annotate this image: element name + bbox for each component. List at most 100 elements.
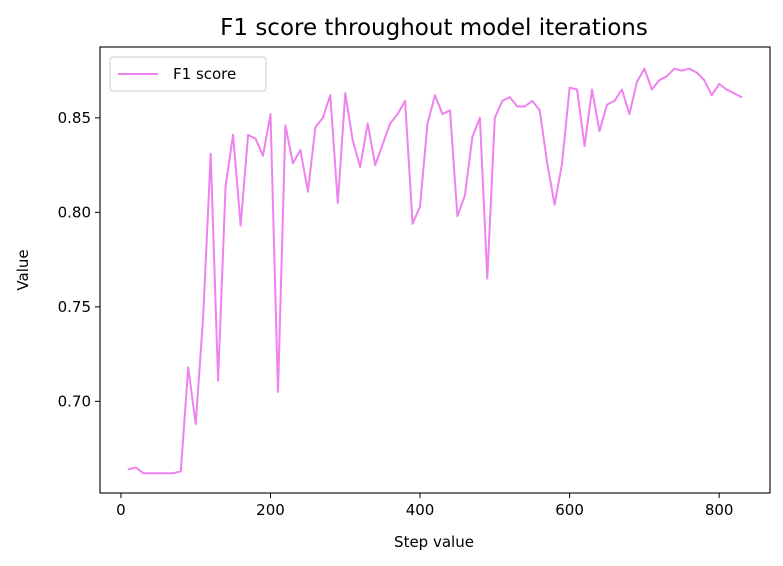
data-point [209,152,212,155]
data-point [127,468,130,471]
data-point [643,67,646,70]
data-point [194,423,197,425]
data-point [479,117,481,119]
data-point [142,472,145,475]
data-point [591,88,593,91]
x-tick-label: 200 [256,501,285,519]
data-point [135,466,137,469]
series-line-f1-score [128,67,743,475]
legend-label-f1-score: F1 score [173,65,236,83]
x-tick-label: 400 [406,501,435,519]
data-point [703,79,706,81]
chart-title: F1 score throughout model iterations [220,15,648,41]
data-point [292,162,294,165]
data-point [396,113,399,115]
y-tick-label: 0.85 [58,109,91,127]
data-point [411,222,414,225]
data-point [254,137,257,140]
data-point [359,166,362,168]
data-point [344,92,347,95]
data-point [449,109,451,112]
legend: F1 score [109,56,267,92]
x-axis: 0 200 400 600 800 [116,493,733,519]
data-point [321,117,324,119]
data-point [419,205,421,208]
data-point [336,202,339,204]
data-point [665,75,668,78]
data-point [553,203,556,206]
data-point [561,162,563,165]
data-point [613,100,616,102]
x-tick-label: 0 [116,501,126,519]
data-point [164,472,167,475]
data-point [314,126,317,129]
data-point [538,109,541,112]
data-point [456,215,459,218]
data-point [434,94,436,97]
data-point [680,69,683,72]
data-point [426,122,429,125]
data-point [351,139,354,142]
x-tick-label: 800 [705,501,734,519]
data-point [284,124,287,127]
data-point [740,96,743,98]
data-point [202,315,205,318]
data-point [658,79,661,81]
y-tick-label: 0.80 [58,203,91,221]
data-point [149,472,152,475]
data-point [277,391,279,393]
data-point [516,105,519,108]
data-point [404,100,406,102]
data-point [576,88,578,91]
data-point [493,117,496,119]
data-point [598,130,601,133]
data-point [464,194,466,197]
data-point [568,86,571,89]
data-point [718,83,721,85]
data-point [583,145,586,148]
data-point [262,154,264,157]
data-point [307,190,309,193]
data-point [695,71,698,74]
data-point [501,100,504,102]
data-point [688,67,691,70]
data-point [733,92,735,95]
data-point [329,94,332,97]
data-point [224,185,227,187]
data-point [636,81,638,83]
plot-area-frame [99,46,771,494]
data-point [299,149,302,151]
data-point [381,143,384,146]
data-point [247,134,250,136]
data-point [523,105,526,108]
data-point [471,135,474,138]
data-point [366,122,369,125]
data-point [239,224,242,227]
data-point [651,88,653,91]
y-axis-label: Value [14,249,32,290]
data-point [508,96,511,98]
data-point [374,164,377,167]
x-axis-label: Step value [394,533,474,551]
data-point [389,122,391,125]
data-point [172,472,175,475]
data-point [531,100,534,102]
data-point [546,162,549,165]
data-point [725,88,728,91]
data-point [628,113,631,115]
data-point [441,113,444,115]
data-point [673,67,676,70]
y-tick-label: 0.70 [58,392,91,410]
data-point [232,134,235,136]
data-point [606,103,608,106]
data-point [710,94,713,97]
series-points [127,67,743,475]
y-tick-label: 0.75 [58,298,91,316]
data-point [269,113,272,115]
data-point [621,88,623,91]
x-tick-label: 600 [555,501,584,519]
data-point [217,379,220,382]
legend-frame [109,56,267,92]
data-point [157,472,160,475]
